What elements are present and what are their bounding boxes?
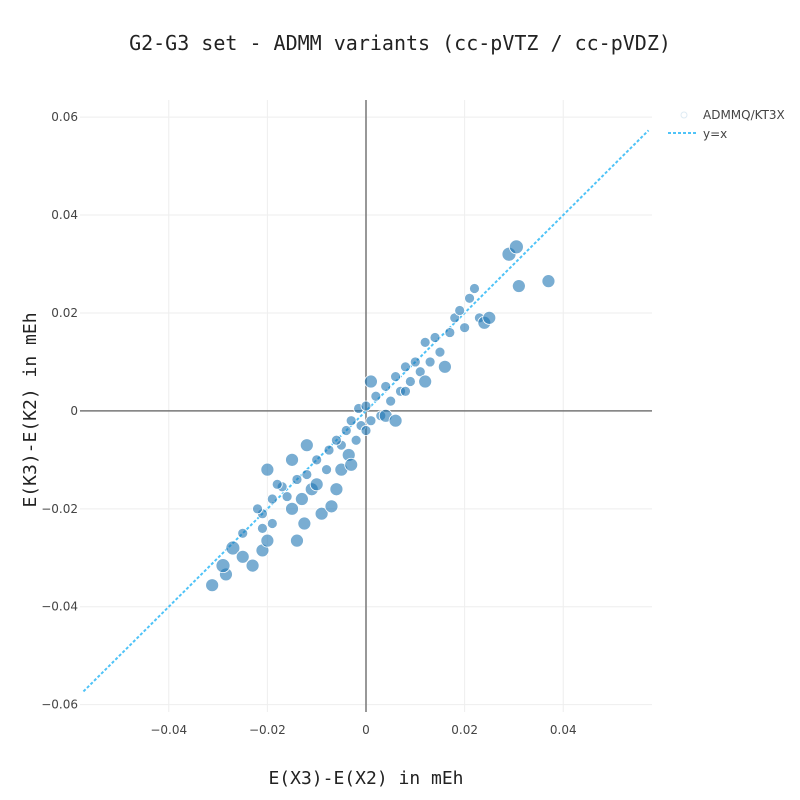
diagonal-layer [82, 129, 650, 693]
scatter-point [370, 390, 382, 402]
y-tick-label: 0.04 [51, 208, 78, 222]
scatter-point [385, 395, 397, 407]
x-tick-label: −0.04 [150, 723, 187, 737]
scatter-point [257, 523, 268, 534]
scatter-point [400, 385, 411, 397]
scatter-point [245, 558, 260, 573]
legend-item-yx[interactable]: y=x [668, 127, 727, 141]
scatter-point [340, 425, 352, 436]
scatter-point [281, 491, 293, 502]
chart-title: G2-G3 set - ADMM variants (cc-pVTZ / cc-… [129, 31, 671, 55]
scatter-point [409, 356, 421, 368]
legend-label-admmq: ADMMQ/KT3X [703, 108, 785, 122]
x-tick-label: −0.02 [249, 723, 286, 737]
scatter-point [380, 381, 392, 392]
scatter-point [309, 477, 324, 492]
scatter-point [464, 292, 475, 304]
y-tick-label: −0.02 [41, 502, 78, 516]
scatter-point [314, 506, 329, 521]
scatter-point [469, 283, 480, 294]
y-tick-label: 0.06 [51, 110, 78, 124]
tick-labels: −0.04 −0.02 0 0.02 0.04 −0.06 −0.04 −0.02 0 0.02 0… [41, 110, 576, 737]
legend-label-yx: y=x [703, 127, 727, 141]
scatter-point [321, 464, 332, 476]
scatter-point [299, 438, 314, 453]
scatter-point [350, 434, 362, 446]
scatter-point [225, 540, 241, 556]
scatter-point [329, 482, 344, 497]
x-tick-label: 0.02 [451, 723, 478, 737]
scatter-point [400, 361, 411, 373]
scatter-point [271, 478, 283, 490]
legend[interactable]: ADMMQ/KT3X y=x [668, 108, 785, 141]
scatter-point [360, 400, 372, 412]
scatter-point [444, 327, 456, 338]
scatter-point [511, 279, 526, 293]
scatter-point [437, 359, 452, 374]
scatter-point [419, 336, 431, 348]
scatter-point [311, 454, 323, 466]
scatter-point [508, 239, 524, 255]
scatter-point [404, 376, 416, 387]
scatter-point [294, 492, 309, 506]
y-axis-title: E(K3)-E(K2) in mEh [20, 312, 41, 507]
scatter-point [331, 434, 342, 446]
scatter-point [266, 518, 278, 529]
scatter-point [454, 305, 466, 316]
x-tick-label: 0.04 [550, 723, 577, 737]
scatter-point [252, 503, 263, 515]
y-tick-label: −0.04 [41, 600, 78, 614]
y-tick-label: 0.02 [51, 306, 78, 320]
legend-marker-icon [680, 111, 688, 119]
scatter-point [215, 558, 231, 574]
scatter-point [260, 533, 275, 548]
scatter-point [297, 516, 312, 531]
scatter-points [205, 239, 556, 593]
scatter-point [449, 312, 461, 324]
scatter-point [301, 469, 313, 480]
scatter-point [482, 310, 497, 325]
scatter-point [434, 346, 446, 358]
series-line-y-eq-x [82, 129, 650, 693]
scatter-point [260, 462, 275, 477]
scatter-point [344, 457, 359, 472]
scatter-point [266, 493, 278, 505]
scatter-point [541, 274, 556, 289]
y-tick-label: −0.06 [41, 698, 78, 712]
scatter-point [390, 371, 401, 383]
scatter-point [235, 549, 250, 564]
scatter-point [418, 374, 433, 389]
scatter-point [237, 527, 249, 539]
scatter-point [388, 413, 403, 428]
x-tick-label: 0 [362, 723, 370, 737]
scatter-point [364, 374, 378, 389]
scatter-point [429, 332, 441, 343]
scatter-point [285, 452, 299, 467]
scatter-point [324, 499, 339, 514]
y-tick-label: 0 [70, 404, 78, 418]
scatter-point [291, 474, 303, 485]
x-axis-title: E(X3)-E(X2) in mEh [268, 768, 463, 789]
scatter-point [424, 356, 436, 368]
scatter-point [365, 415, 377, 427]
scatter-point [205, 578, 220, 593]
scatter-point [323, 444, 335, 456]
scatter-point [360, 425, 372, 436]
scatter-point [459, 322, 471, 334]
legend-item-admmq[interactable]: ADMMQ/KT3X [680, 108, 785, 122]
scatter-point [290, 533, 304, 548]
scatter-point [345, 415, 357, 427]
scatter-point [285, 501, 299, 516]
